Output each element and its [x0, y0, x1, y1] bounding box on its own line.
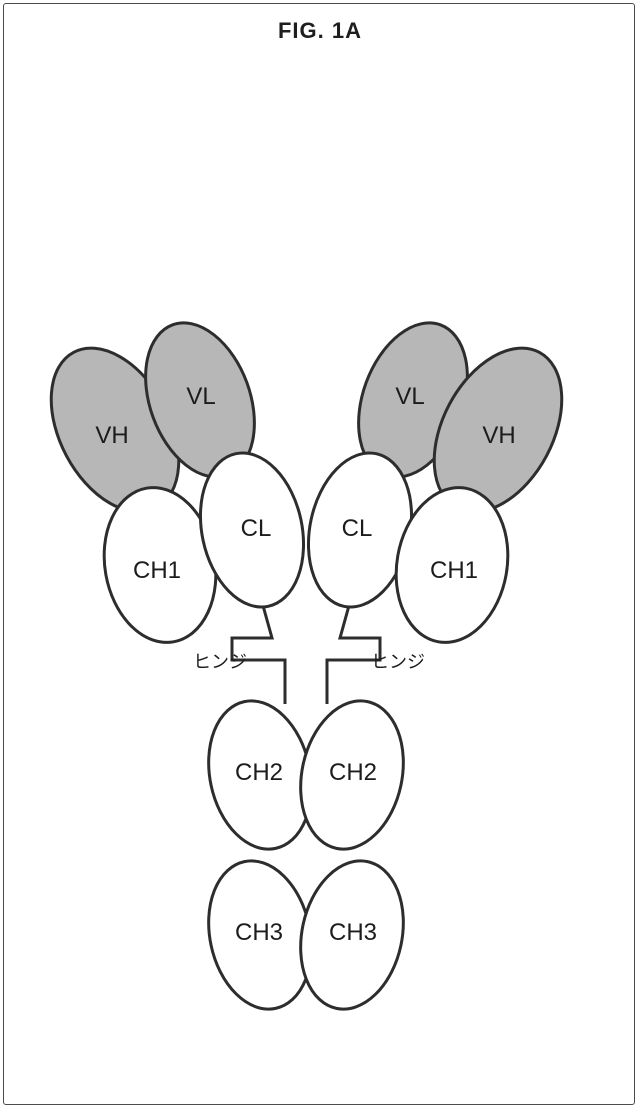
antibody-domains — [25, 308, 588, 1019]
label-vh-left: VH — [95, 422, 128, 449]
label-cl-left: CL — [241, 515, 272, 542]
label-ch2-right: CH2 — [329, 759, 377, 786]
label-vh-right: VH — [482, 422, 515, 449]
hinge-right-label: ヒンジ — [371, 652, 425, 672]
hinge-left-label: ヒンジ — [193, 652, 247, 672]
label-ch1-right: CH1 — [430, 557, 478, 584]
label-ch3-left: CH3 — [235, 919, 283, 946]
label-ch2-left: CH2 — [235, 759, 283, 786]
figure-page: FIG. 1A VH VL CH1 CL VL VH CL CH1 CH2 CH… — [0, 0, 640, 1111]
label-cl-right: CL — [342, 515, 373, 542]
antibody-diagram: VH VL CH1 CL VL VH CL CH1 CH2 CH2 CH3 CH… — [0, 0, 640, 1111]
label-ch1-left: CH1 — [133, 557, 181, 584]
label-vl-left: VL — [186, 383, 215, 410]
label-vl-right: VL — [395, 383, 424, 410]
label-ch3-right: CH3 — [329, 919, 377, 946]
